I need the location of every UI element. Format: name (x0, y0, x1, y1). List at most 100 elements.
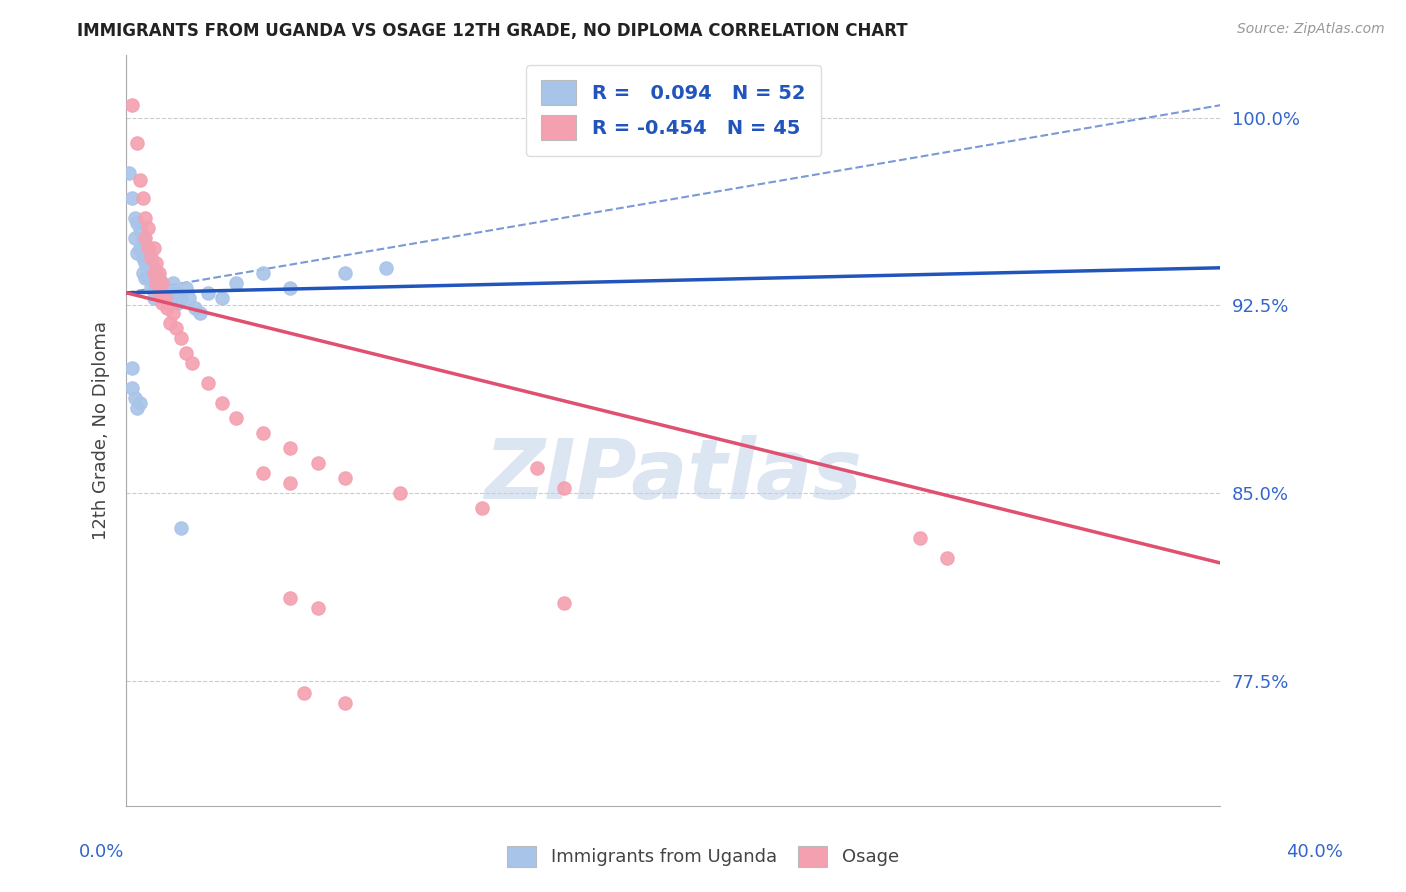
Point (118, 166, 141, 180)
Point (225, 410, 247, 425)
Point (148, 285, 170, 300)
Point (145, 266, 167, 280)
Point (179, 291, 201, 305)
Point (129, 396, 152, 410)
Point (145, 256, 167, 270)
Point (121, 381, 143, 395)
Point (553, 481, 575, 495)
Point (333, 266, 356, 280)
Point (142, 266, 165, 280)
Point (124, 231, 146, 245)
Point (148, 285, 170, 300)
Point (156, 285, 179, 300)
Point (211, 291, 233, 305)
Point (252, 425, 274, 440)
Point (136, 270, 159, 285)
Point (153, 281, 176, 295)
Point (139, 266, 162, 280)
Text: 40.0%: 40.0% (1286, 843, 1343, 861)
Point (127, 136, 149, 150)
Point (936, 551, 959, 566)
Point (136, 256, 159, 270)
Text: Source: ZipAtlas.com: Source: ZipAtlas.com (1237, 22, 1385, 37)
Point (132, 266, 155, 280)
Point (526, 461, 548, 475)
Point (280, 441, 302, 455)
Point (142, 241, 165, 255)
Point (280, 475, 302, 490)
Point (139, 281, 162, 295)
Point (132, 251, 155, 265)
Point (375, 260, 398, 275)
Point (280, 281, 302, 295)
Point (121, 98, 143, 112)
Point (553, 596, 575, 610)
Point (165, 321, 187, 335)
Point (150, 276, 173, 290)
Point (292, 686, 315, 700)
Point (121, 360, 143, 375)
Point (142, 276, 165, 290)
Point (134, 211, 156, 225)
Point (139, 251, 162, 265)
Point (170, 291, 193, 305)
Point (183, 301, 205, 315)
Point (129, 173, 152, 187)
Point (132, 231, 155, 245)
Point (124, 391, 146, 405)
Point (162, 276, 184, 290)
Y-axis label: 12th Grade, No Diploma: 12th Grade, No Diploma (93, 321, 110, 540)
Legend: Immigrants from Uganda, Osage: Immigrants from Uganda, Osage (501, 838, 905, 874)
Point (121, 191, 143, 205)
Point (142, 291, 165, 305)
Point (252, 466, 274, 480)
Point (156, 301, 179, 315)
Point (127, 245, 149, 260)
Point (176, 346, 198, 360)
Point (142, 260, 165, 275)
Point (127, 216, 149, 230)
Point (225, 276, 247, 290)
Point (162, 306, 184, 320)
Point (134, 270, 156, 285)
Point (333, 696, 356, 710)
Point (153, 291, 176, 305)
Point (197, 376, 219, 390)
Point (150, 295, 173, 310)
Point (280, 591, 302, 605)
Point (136, 241, 159, 255)
Point (167, 295, 190, 310)
Point (159, 291, 181, 305)
Text: ZIPatlas: ZIPatlas (485, 435, 862, 516)
Point (129, 223, 152, 237)
Point (148, 270, 170, 285)
Point (134, 235, 156, 250)
Point (188, 306, 211, 320)
Point (134, 256, 156, 270)
Point (136, 241, 159, 255)
Point (170, 331, 193, 345)
Point (165, 285, 187, 300)
Point (252, 266, 274, 280)
Point (181, 356, 204, 370)
Point (159, 316, 181, 330)
Point (127, 401, 149, 415)
Point (388, 486, 411, 500)
Point (176, 281, 198, 295)
Point (211, 396, 233, 410)
Point (145, 276, 167, 290)
Point (197, 285, 219, 300)
Point (145, 281, 167, 295)
Text: 0.0%: 0.0% (79, 843, 124, 861)
Point (150, 276, 173, 290)
Point (333, 471, 356, 485)
Point (139, 251, 162, 265)
Point (134, 231, 156, 245)
Point (908, 531, 931, 545)
Point (307, 601, 329, 615)
Legend: R =   0.094   N = 52, R = -0.454   N = 45: R = 0.094 N = 52, R = -0.454 N = 45 (526, 65, 821, 156)
Point (307, 456, 329, 470)
Point (170, 521, 193, 535)
Text: IMMIGRANTS FROM UGANDA VS OSAGE 12TH GRADE, NO DIPLOMA CORRELATION CHART: IMMIGRANTS FROM UGANDA VS OSAGE 12TH GRA… (77, 22, 908, 40)
Point (124, 211, 146, 225)
